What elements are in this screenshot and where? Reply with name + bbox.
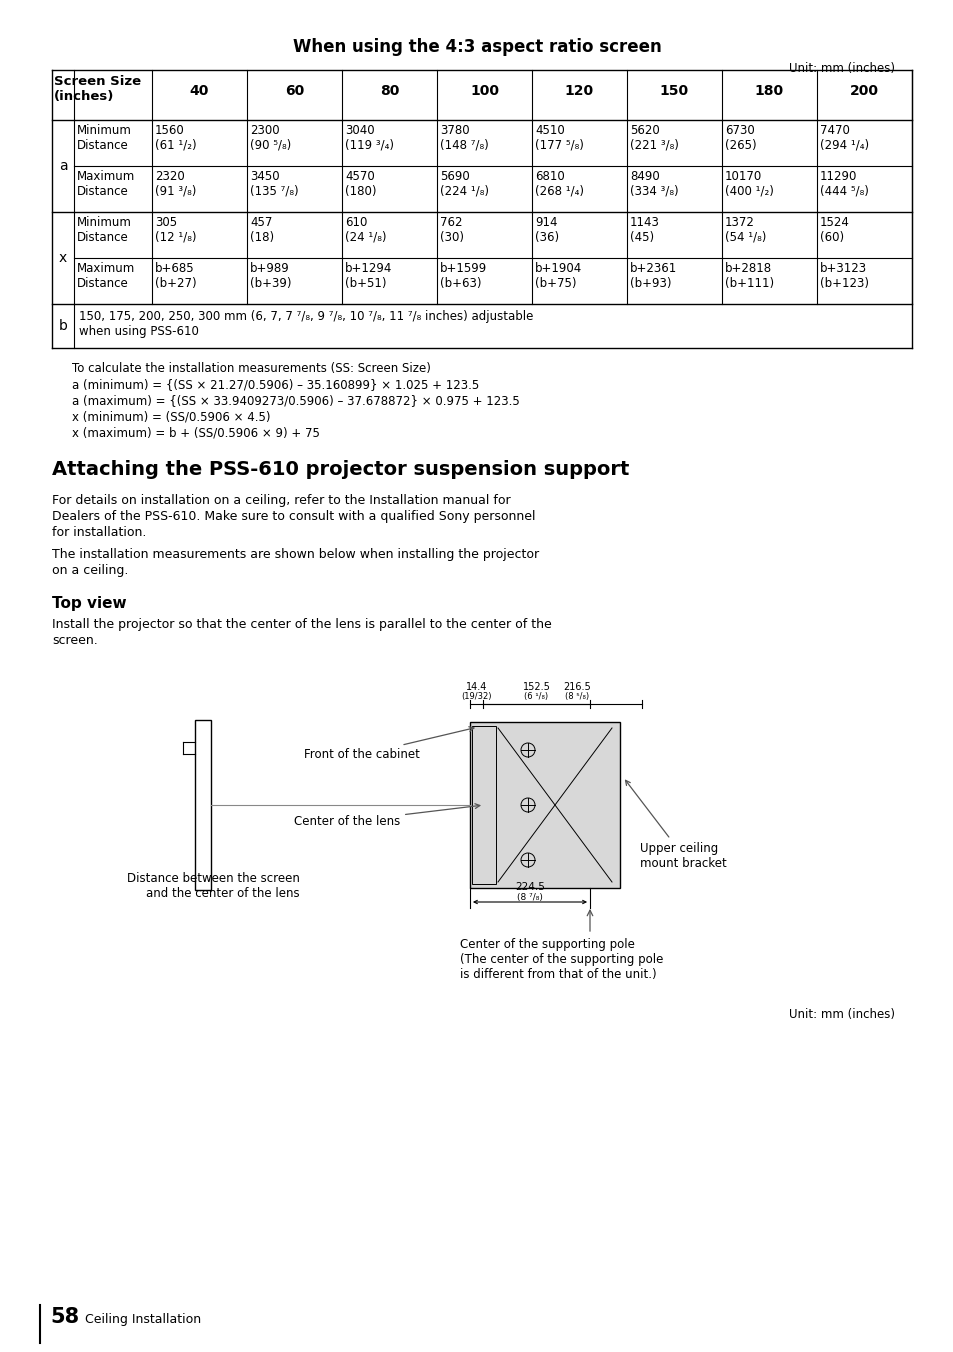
Text: Install the projector so that the center of the lens is parallel to the center o: Install the projector so that the center… (52, 618, 551, 631)
Text: 2320
(91 ³/₈): 2320 (91 ³/₈) (154, 170, 196, 197)
Text: b+1904
(b+75): b+1904 (b+75) (535, 262, 581, 289)
Text: Distance between the screen
and the center of the lens: Distance between the screen and the cent… (127, 872, 299, 900)
Text: x (maximum) = b + (SS/0.5906 × 9) + 75: x (maximum) = b + (SS/0.5906 × 9) + 75 (71, 426, 319, 439)
Text: Center of the lens: Center of the lens (294, 803, 479, 827)
Text: (8 ⁵/₈): (8 ⁵/₈) (565, 692, 589, 700)
Text: (6 ¹/₈): (6 ¹/₈) (524, 692, 548, 700)
Text: b+1294
(b+51): b+1294 (b+51) (345, 262, 392, 289)
Bar (472, 726, 496, 884)
Text: 11290
(444 ⁵/₈): 11290 (444 ⁵/₈) (820, 170, 868, 197)
Text: 40: 40 (190, 84, 209, 97)
Text: b+1599
(b+63): b+1599 (b+63) (439, 262, 487, 289)
Text: 1524
(60): 1524 (60) (820, 216, 849, 243)
Text: b+3123
(b+123): b+3123 (b+123) (820, 262, 868, 289)
Text: screen.: screen. (52, 634, 97, 648)
Text: 1143
(45): 1143 (45) (629, 216, 659, 243)
Text: b+685
(b+27): b+685 (b+27) (154, 262, 196, 289)
Text: b+2818
(b+111): b+2818 (b+111) (724, 262, 773, 289)
Text: Upper ceiling
mount bracket: Upper ceiling mount bracket (625, 780, 726, 869)
Text: on a ceiling.: on a ceiling. (52, 564, 129, 577)
Text: b+989
(b+39): b+989 (b+39) (250, 262, 292, 289)
Text: Screen Size
(inches): Screen Size (inches) (54, 74, 141, 103)
Text: 80: 80 (379, 84, 398, 97)
Text: Front of the cabinet: Front of the cabinet (304, 727, 474, 761)
Text: 3040
(119 ³/₄): 3040 (119 ³/₄) (345, 124, 394, 151)
Text: a: a (59, 160, 68, 173)
Text: 6730
(265): 6730 (265) (724, 124, 756, 151)
Text: 5690
(224 ¹/₈): 5690 (224 ¹/₈) (439, 170, 489, 197)
Text: Unit: mm (inches): Unit: mm (inches) (788, 62, 894, 74)
Text: 120: 120 (564, 84, 594, 97)
Text: Ceiling Installation: Ceiling Installation (85, 1313, 201, 1326)
Text: (8 ⁷/₈): (8 ⁷/₈) (517, 894, 542, 902)
Text: 3780
(148 ⁷/₈): 3780 (148 ⁷/₈) (439, 124, 488, 151)
Text: 6810
(268 ¹/₄): 6810 (268 ¹/₄) (535, 170, 583, 197)
Text: For details on installation on a ceiling, refer to the Installation manual for: For details on installation on a ceiling… (52, 493, 510, 507)
Text: 1560
(61 ¹/₂): 1560 (61 ¹/₂) (154, 124, 196, 151)
Text: 10170
(400 ¹/₂): 10170 (400 ¹/₂) (724, 170, 773, 197)
Text: 457
(18): 457 (18) (250, 216, 274, 243)
Text: Minimum
Distance: Minimum Distance (77, 124, 132, 151)
Text: When using the 4:3 aspect ratio screen: When using the 4:3 aspect ratio screen (293, 38, 660, 55)
Text: x: x (59, 251, 67, 265)
Text: Maximum
Distance: Maximum Distance (77, 262, 135, 289)
Text: 914
(36): 914 (36) (535, 216, 558, 243)
Text: 58: 58 (50, 1307, 79, 1328)
Text: 152.5: 152.5 (522, 681, 550, 692)
Text: 100: 100 (470, 84, 498, 97)
Text: 762
(30): 762 (30) (439, 216, 463, 243)
Text: Attaching the PSS-610 projector suspension support: Attaching the PSS-610 projector suspensi… (52, 460, 629, 479)
Text: b+2361
(b+93): b+2361 (b+93) (629, 262, 677, 289)
Text: Maximum
Distance: Maximum Distance (77, 170, 135, 197)
Text: Minimum
Distance: Minimum Distance (77, 216, 132, 243)
Text: 3450
(135 ⁷/₈): 3450 (135 ⁷/₈) (250, 170, 298, 197)
Text: The installation measurements are shown below when installing the projector: The installation measurements are shown … (52, 548, 538, 561)
Text: To calculate the installation measurements (SS: Screen Size): To calculate the installation measuremen… (71, 362, 431, 375)
Text: 7470
(294 ¹/₄): 7470 (294 ¹/₄) (820, 124, 868, 151)
Bar (194, 721, 211, 890)
Text: (19/32): (19/32) (460, 692, 491, 700)
Text: 4570
(180): 4570 (180) (345, 170, 376, 197)
Text: 150, 175, 200, 250, 300 mm (6, 7, 7 ⁷/₈, 9 ⁷/₈, 10 ⁷/₈, 11 ⁷/₈ inches) adjustabl: 150, 175, 200, 250, 300 mm (6, 7, 7 ⁷/₈,… (79, 310, 533, 338)
Text: 4510
(177 ⁵/₈): 4510 (177 ⁵/₈) (535, 124, 583, 151)
Text: Top view: Top view (52, 596, 127, 611)
Text: 5620
(221 ³/₈): 5620 (221 ³/₈) (629, 124, 679, 151)
Text: b: b (58, 319, 68, 333)
Text: a (maximum) = {(SS × 33.9409273/0.5906) – 37.678872} × 0.975 + 123.5: a (maximum) = {(SS × 33.9409273/0.5906) … (71, 393, 519, 407)
Text: 180: 180 (754, 84, 783, 97)
Text: 216.5: 216.5 (563, 681, 591, 692)
Text: 2300
(90 ⁵/₈): 2300 (90 ⁵/₈) (250, 124, 291, 151)
Text: 14.4: 14.4 (465, 681, 487, 692)
Text: 8490
(334 ³/₈): 8490 (334 ³/₈) (629, 170, 678, 197)
Text: x (minimum) = (SS/0.5906 × 4.5): x (minimum) = (SS/0.5906 × 4.5) (71, 410, 271, 423)
Text: 224.5: 224.5 (515, 882, 544, 892)
Text: Center of the supporting pole
(The center of the supporting pole
is different fr: Center of the supporting pole (The cente… (459, 938, 662, 982)
Text: Unit: mm (inches): Unit: mm (inches) (788, 1009, 894, 1021)
Text: Dealers of the PSS-610. Make sure to consult with a qualified Sony personnel: Dealers of the PSS-610. Make sure to con… (52, 510, 535, 523)
Text: 305
(12 ¹/₈): 305 (12 ¹/₈) (154, 216, 196, 243)
Text: 610
(24 ¹/₈): 610 (24 ¹/₈) (345, 216, 386, 243)
Text: 60: 60 (285, 84, 304, 97)
Text: for installation.: for installation. (52, 526, 146, 539)
Text: 150: 150 (659, 84, 688, 97)
Text: a (minimum) = {(SS × 21.27/0.5906) – 35.160899} × 1.025 + 123.5: a (minimum) = {(SS × 21.27/0.5906) – 35.… (71, 379, 478, 391)
Bar (470, 722, 619, 888)
Text: 1372
(54 ¹/₈): 1372 (54 ¹/₈) (724, 216, 765, 243)
Text: 200: 200 (849, 84, 878, 97)
